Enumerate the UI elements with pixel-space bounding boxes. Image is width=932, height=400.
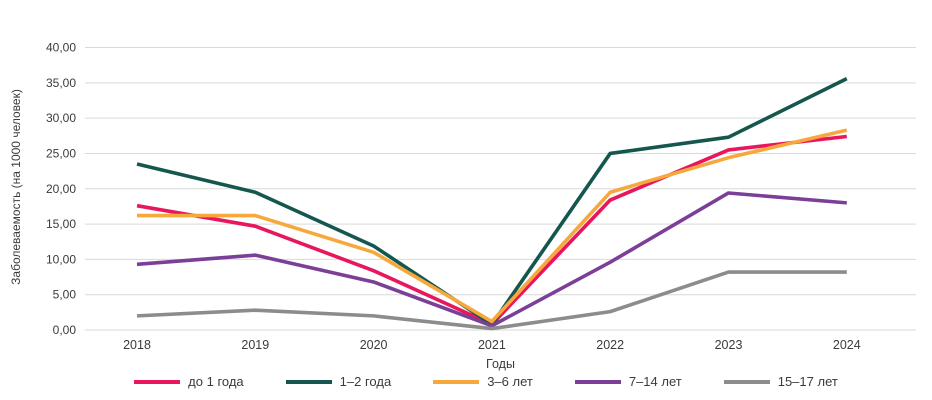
series-line-2	[137, 128, 848, 324]
legend-line-swatch	[723, 379, 770, 384]
x-axis-tick-label: 2020	[360, 338, 388, 352]
y-axis-tick-label: 5,00	[53, 288, 77, 302]
legend-label: 7–14 лет	[628, 374, 682, 389]
legend-label: 1–2 года	[339, 374, 392, 389]
y-axis-title: Заболеваемость (на 1000 человек)	[9, 89, 23, 285]
y-axis-tick-label: 25,00	[46, 146, 76, 160]
x-axis-tick-label: 2018	[123, 338, 151, 352]
legend-item: 7–14 лет	[574, 374, 682, 389]
x-axis-title: Годы	[486, 357, 515, 371]
x-axis-tick-label: 2024	[833, 338, 861, 352]
y-axis-tick-label: 0,00	[53, 323, 77, 337]
legend-item: 3–6 лет	[433, 374, 533, 389]
legend-line-swatch	[285, 379, 332, 384]
series-line-1	[136, 76, 848, 327]
legend-label: до 1 года	[188, 374, 244, 389]
legend-label: 15–17 лет	[777, 374, 838, 389]
legend-label: 3–6 лет	[487, 374, 533, 389]
legend-line-swatch	[134, 379, 181, 384]
legend-item: 1–2 года	[285, 374, 392, 389]
legend: до 1 года 1–2 года 3–6 лет 7–14 лет 15–17 ле…	[0, 374, 932, 389]
y-axis-tick-label: 35,00	[46, 76, 76, 90]
legend-line-swatch	[574, 379, 621, 384]
legend-line-swatch	[433, 379, 480, 384]
y-axis-tick-label: 10,00	[46, 252, 76, 266]
legend-item: 15–17 лет	[723, 374, 838, 389]
series-line-3	[136, 191, 847, 328]
y-axis-tick-label: 20,00	[46, 182, 76, 196]
x-axis-tick-label: 2021	[478, 338, 506, 352]
series-line-4	[136, 270, 847, 331]
x-axis-tick-label: 2019	[241, 338, 269, 352]
legend-item: до 1 года	[134, 374, 244, 389]
y-axis-tick-label: 15,00	[46, 217, 76, 231]
y-axis-tick-label: 30,00	[46, 111, 76, 125]
series-line-0	[136, 134, 848, 327]
x-axis-tick-label: 2023	[715, 338, 743, 352]
x-axis-tick-label: 2022	[596, 338, 624, 352]
y-axis-tick-label: 40,00	[46, 41, 76, 55]
